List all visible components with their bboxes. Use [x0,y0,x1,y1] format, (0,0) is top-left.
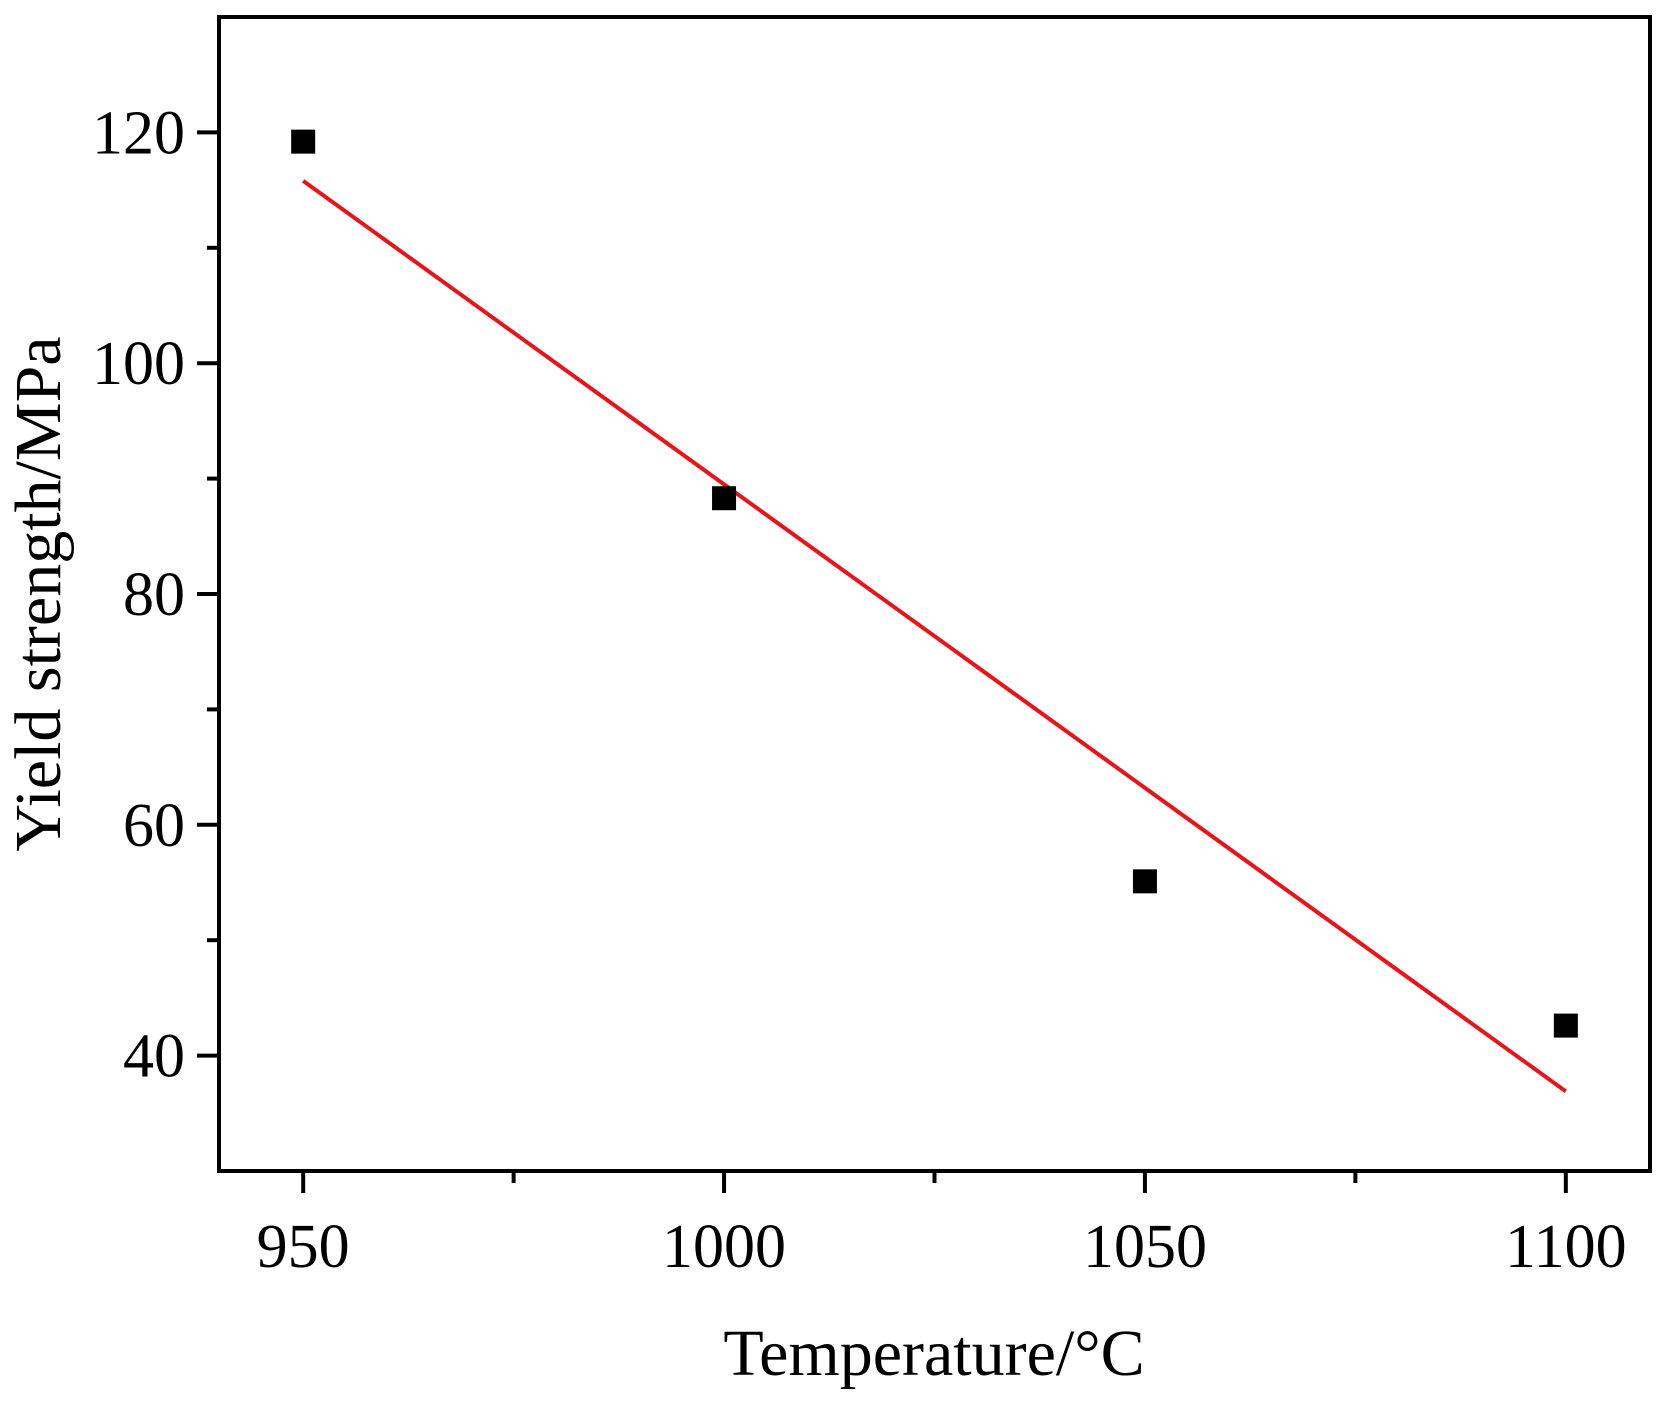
x-tick-label: 1050 [1083,1213,1207,1281]
y-axis-title: Yield strength/MPa [2,336,75,851]
data-point-marker [291,129,316,154]
major-ticks [197,130,1568,1193]
x-tick-label: 950 [257,1213,350,1281]
x-tick-label: 1000 [662,1213,786,1281]
linear-fit-line [302,179,1567,1093]
plot-frame [217,15,1652,1173]
x-tick-label: 1100 [1505,1213,1627,1281]
y-tick-label: 60 [123,792,185,860]
x-axis-title: Temperature/°C [723,1317,1144,1390]
minor-ticks [207,245,1358,1183]
y-tick-label: 80 [123,561,185,629]
data-point-marker [712,486,737,511]
y-tick-label: 100 [92,330,185,398]
data-point-marker [1553,1013,1578,1038]
series-layer [291,129,1578,1093]
y-tick-label: 120 [92,99,185,167]
data-point-marker [1132,869,1157,894]
tick-labels: 950 1000 1050 1100 40 60 80 100 120 [92,99,1627,1281]
y-tick-label: 40 [123,1023,185,1091]
